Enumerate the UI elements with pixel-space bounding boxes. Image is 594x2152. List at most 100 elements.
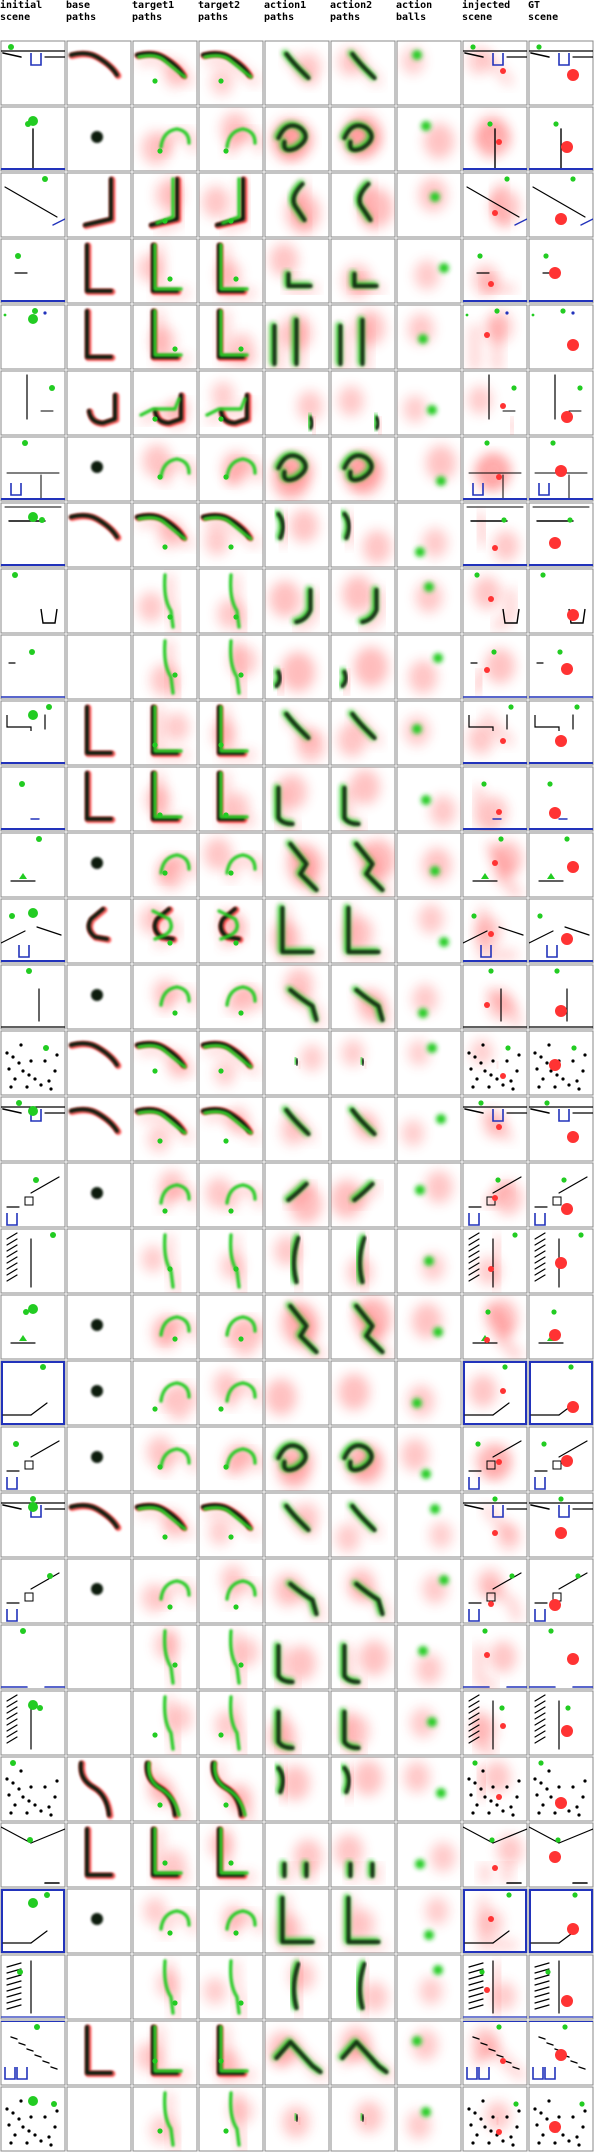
cell-target2 — [198, 304, 264, 370]
cell-target1 — [132, 40, 198, 106]
cell-target2 — [198, 502, 264, 568]
cell-action2 — [330, 1294, 396, 1360]
cell-balls — [396, 898, 462, 964]
grid-row — [0, 1096, 594, 1162]
cell-injected — [462, 502, 528, 568]
cell-action2 — [330, 1030, 396, 1096]
cell-target2 — [198, 898, 264, 964]
cell-action2 — [330, 2020, 396, 2086]
cell-target1 — [132, 1096, 198, 1162]
cell-target2 — [198, 1558, 264, 1624]
cell-initial — [0, 370, 66, 436]
cell-balls — [396, 502, 462, 568]
cell-initial — [0, 568, 66, 634]
cell-base — [66, 106, 132, 172]
cell-target1 — [132, 1822, 198, 1888]
cell-action1 — [264, 502, 330, 568]
cell-target2 — [198, 1954, 264, 2020]
cell-action1 — [264, 1624, 330, 1690]
cell-target1 — [132, 1162, 198, 1228]
cell-injected — [462, 832, 528, 898]
cell-gt — [528, 1888, 594, 1954]
cell-balls — [396, 2020, 462, 2086]
cell-gt — [528, 106, 594, 172]
cell-balls — [396, 1954, 462, 2020]
cell-action2 — [330, 832, 396, 898]
cell-action1 — [264, 1492, 330, 1558]
grid-row — [0, 1558, 594, 1624]
cell-injected — [462, 436, 528, 502]
cell-target2 — [198, 106, 264, 172]
cell-gt — [528, 1954, 594, 2020]
cell-gt — [528, 370, 594, 436]
cell-target2 — [198, 964, 264, 1030]
grid-row — [0, 1426, 594, 1492]
cell-initial — [0, 1954, 66, 2020]
cell-balls — [396, 370, 462, 436]
cell-injected — [462, 2086, 528, 2152]
cell-action1 — [264, 700, 330, 766]
cell-target1 — [132, 568, 198, 634]
cell-target1 — [132, 766, 198, 832]
cell-target1 — [132, 172, 198, 238]
cell-injected — [462, 1624, 528, 1690]
cell-injected — [462, 40, 528, 106]
cell-initial — [0, 1822, 66, 1888]
cell-gt — [528, 1426, 594, 1492]
cell-base — [66, 436, 132, 502]
cell-action1 — [264, 1888, 330, 1954]
cell-action1 — [264, 1822, 330, 1888]
cell-action1 — [264, 40, 330, 106]
cell-action1 — [264, 2020, 330, 2086]
cell-gt — [528, 634, 594, 700]
cell-target1 — [132, 1492, 198, 1558]
cell-initial — [0, 1756, 66, 1822]
cell-action1 — [264, 1228, 330, 1294]
cell-target1 — [132, 1294, 198, 1360]
cell-balls — [396, 106, 462, 172]
cell-base — [66, 502, 132, 568]
cell-initial — [0, 106, 66, 172]
cell-injected — [462, 2020, 528, 2086]
cell-target2 — [198, 1822, 264, 1888]
cell-action2 — [330, 40, 396, 106]
cell-target1 — [132, 898, 198, 964]
grid-row — [0, 1888, 594, 1954]
cell-base — [66, 1558, 132, 1624]
grid-row — [0, 1228, 594, 1294]
cell-initial — [0, 832, 66, 898]
cell-target1 — [132, 1888, 198, 1954]
cell-gt — [528, 172, 594, 238]
cell-gt — [528, 1228, 594, 1294]
cell-injected — [462, 370, 528, 436]
cell-target1 — [132, 238, 198, 304]
column-header-initial: initial scene — [0, 0, 43, 23]
cell-gt — [528, 1492, 594, 1558]
cell-target1 — [132, 1558, 198, 1624]
cell-balls — [396, 1030, 462, 1096]
column-header-base: base paths — [66, 0, 97, 23]
grid-row — [0, 1294, 594, 1360]
cell-action2 — [330, 1756, 396, 1822]
cell-action1 — [264, 106, 330, 172]
grid-row — [0, 700, 594, 766]
cell-balls — [396, 1888, 462, 1954]
cell-action1 — [264, 1756, 330, 1822]
grid-row — [0, 1162, 594, 1228]
cell-action2 — [330, 1162, 396, 1228]
cell-initial — [0, 436, 66, 502]
cell-action1 — [264, 304, 330, 370]
cell-base — [66, 1030, 132, 1096]
cell-balls — [396, 40, 462, 106]
cell-balls — [396, 568, 462, 634]
cell-base — [66, 1360, 132, 1426]
cell-initial — [0, 1888, 66, 1954]
cell-base — [66, 832, 132, 898]
cell-target2 — [198, 2020, 264, 2086]
cell-target2 — [198, 436, 264, 502]
cell-gt — [528, 1030, 594, 1096]
cell-base — [66, 1756, 132, 1822]
cell-injected — [462, 1690, 528, 1756]
cell-balls — [396, 1360, 462, 1426]
cell-initial — [0, 964, 66, 1030]
